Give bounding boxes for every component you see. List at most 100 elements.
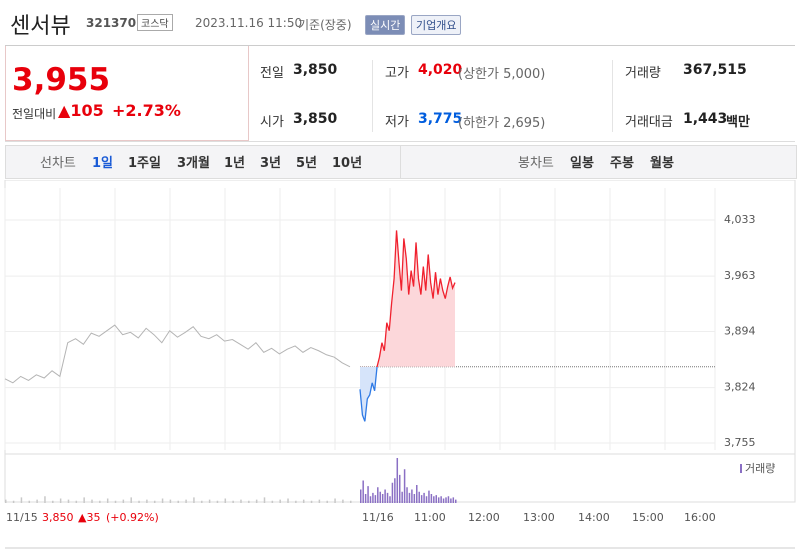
period-tab[interactable]: 10년 (332, 156, 363, 171)
chart: 거래량 11/15 3,850 ▲35 (+0.92%) 4,033 3,963 3… (4, 180, 796, 549)
volume-bar (386, 492, 389, 503)
change-value: 105 (70, 101, 104, 120)
volume-bar (146, 499, 148, 503)
volume-bar (450, 498, 452, 503)
volume-bar (440, 496, 442, 503)
company-button[interactable]: 기업개요 (411, 15, 462, 35)
volume-bar (193, 497, 195, 503)
volume-bar (122, 499, 125, 503)
volume-bar (263, 497, 266, 503)
stat-value: 3,850 (293, 62, 338, 78)
candle-tab[interactable]: 월봉 (650, 156, 674, 171)
volume-bar (52, 500, 54, 503)
period-tab[interactable]: 1주일 (128, 156, 161, 171)
stat-value: 1,443 (683, 111, 728, 127)
stock-name: 센서뷰 (10, 14, 71, 39)
y-tick-label: 3,755 (724, 436, 756, 449)
period-tab[interactable]: 5년 (296, 156, 318, 171)
volume-bar (452, 497, 455, 503)
x-tick-label: 15:00 (632, 511, 664, 524)
candle-tab[interactable]: 주봉 (610, 156, 634, 171)
stat-value: 3,775 (418, 111, 463, 127)
y-tick-label: 3,894 (724, 325, 756, 338)
volume-bar (75, 500, 78, 503)
change-arrow: ▲105 (58, 101, 104, 120)
volume-bar (114, 500, 117, 503)
volume-bar (372, 492, 374, 503)
stat-label: 저가 (385, 115, 409, 130)
volume-bar (83, 497, 85, 503)
volume-bar (271, 500, 274, 503)
volume-bar (433, 496, 435, 503)
candle-tab[interactable]: 일봉 (570, 156, 594, 171)
stat-note: (상한가 5,000) (458, 67, 546, 82)
volume-bar (279, 499, 281, 503)
stat-value: 367,515 (683, 62, 747, 78)
x-tick-label: 14:00 (578, 511, 610, 524)
volume-bar (20, 497, 23, 503)
volume-bar (420, 495, 423, 503)
realtime-button[interactable]: 실시간 (365, 15, 406, 35)
x-tick-label: 11/16 (362, 511, 394, 524)
tab-label: 봉차트 (518, 156, 554, 171)
volume-bar (255, 499, 258, 503)
summary-change-pct: (+0.92%) (106, 511, 159, 524)
volume-bar (318, 499, 321, 503)
volume-bar (391, 482, 394, 503)
basis: 기준(장중) (298, 18, 352, 32)
stat-label: 전일 (260, 66, 284, 81)
period-tab[interactable]: 1년 (224, 156, 246, 171)
y-tick-label: 3,824 (724, 381, 756, 394)
change-pct: +2.73% (112, 101, 181, 120)
volume-bar (28, 500, 31, 503)
volume-bar (130, 497, 132, 503)
volume-bar (455, 499, 457, 503)
volume-bar (384, 489, 386, 503)
volume-bar (411, 489, 413, 503)
volume-bar (396, 458, 399, 503)
volume-bar (423, 492, 425, 503)
change-label: 전일대비 (12, 107, 57, 121)
volume-bar (437, 497, 440, 503)
volume-bar (334, 498, 336, 503)
volume-bar (240, 499, 242, 503)
x-tick-label: 13:00 (523, 511, 555, 524)
volume-bar (428, 490, 430, 503)
volume-bar (177, 500, 179, 503)
stat-label: 시가 (260, 115, 284, 130)
volume-bar (442, 498, 445, 503)
volume-bar (12, 500, 15, 503)
x-tick-label: 11:00 (414, 511, 446, 524)
volume-bar (287, 498, 289, 503)
today-area (360, 230, 455, 422)
summary-change: ▲35 (78, 511, 100, 524)
volume-bar (430, 494, 433, 503)
period-tab[interactable]: 3년 (260, 156, 282, 171)
summary-box (5, 45, 795, 142)
volume-bar (435, 495, 438, 503)
stat-divider (372, 60, 373, 132)
market-badge: 코스닥 (137, 14, 173, 31)
stat-label: 고가 (385, 66, 409, 81)
volume-bar (364, 494, 367, 503)
stat-divider (612, 60, 613, 132)
volume-bar (36, 499, 38, 503)
volume-bar (445, 497, 447, 503)
summary-close: 3,850 (42, 511, 74, 524)
stat-label: 거래량 (625, 66, 661, 81)
volume-bar (418, 491, 420, 503)
volume-bar (161, 498, 164, 503)
volume-bar (248, 500, 250, 503)
period-tab[interactable]: 3개월 (177, 156, 210, 171)
period-tab[interactable]: 1일 (92, 156, 114, 171)
tab-bar (5, 145, 797, 179)
volume-bar (377, 487, 379, 503)
volume-bar (326, 500, 328, 503)
volume-bar (406, 487, 408, 503)
volume-bar (413, 494, 416, 503)
datetime: 2023.11.16 11:50 (195, 16, 303, 30)
volume-bar (381, 494, 384, 503)
volume-bar (91, 499, 93, 503)
volume-bar (99, 500, 101, 503)
volume-bar (67, 499, 70, 503)
